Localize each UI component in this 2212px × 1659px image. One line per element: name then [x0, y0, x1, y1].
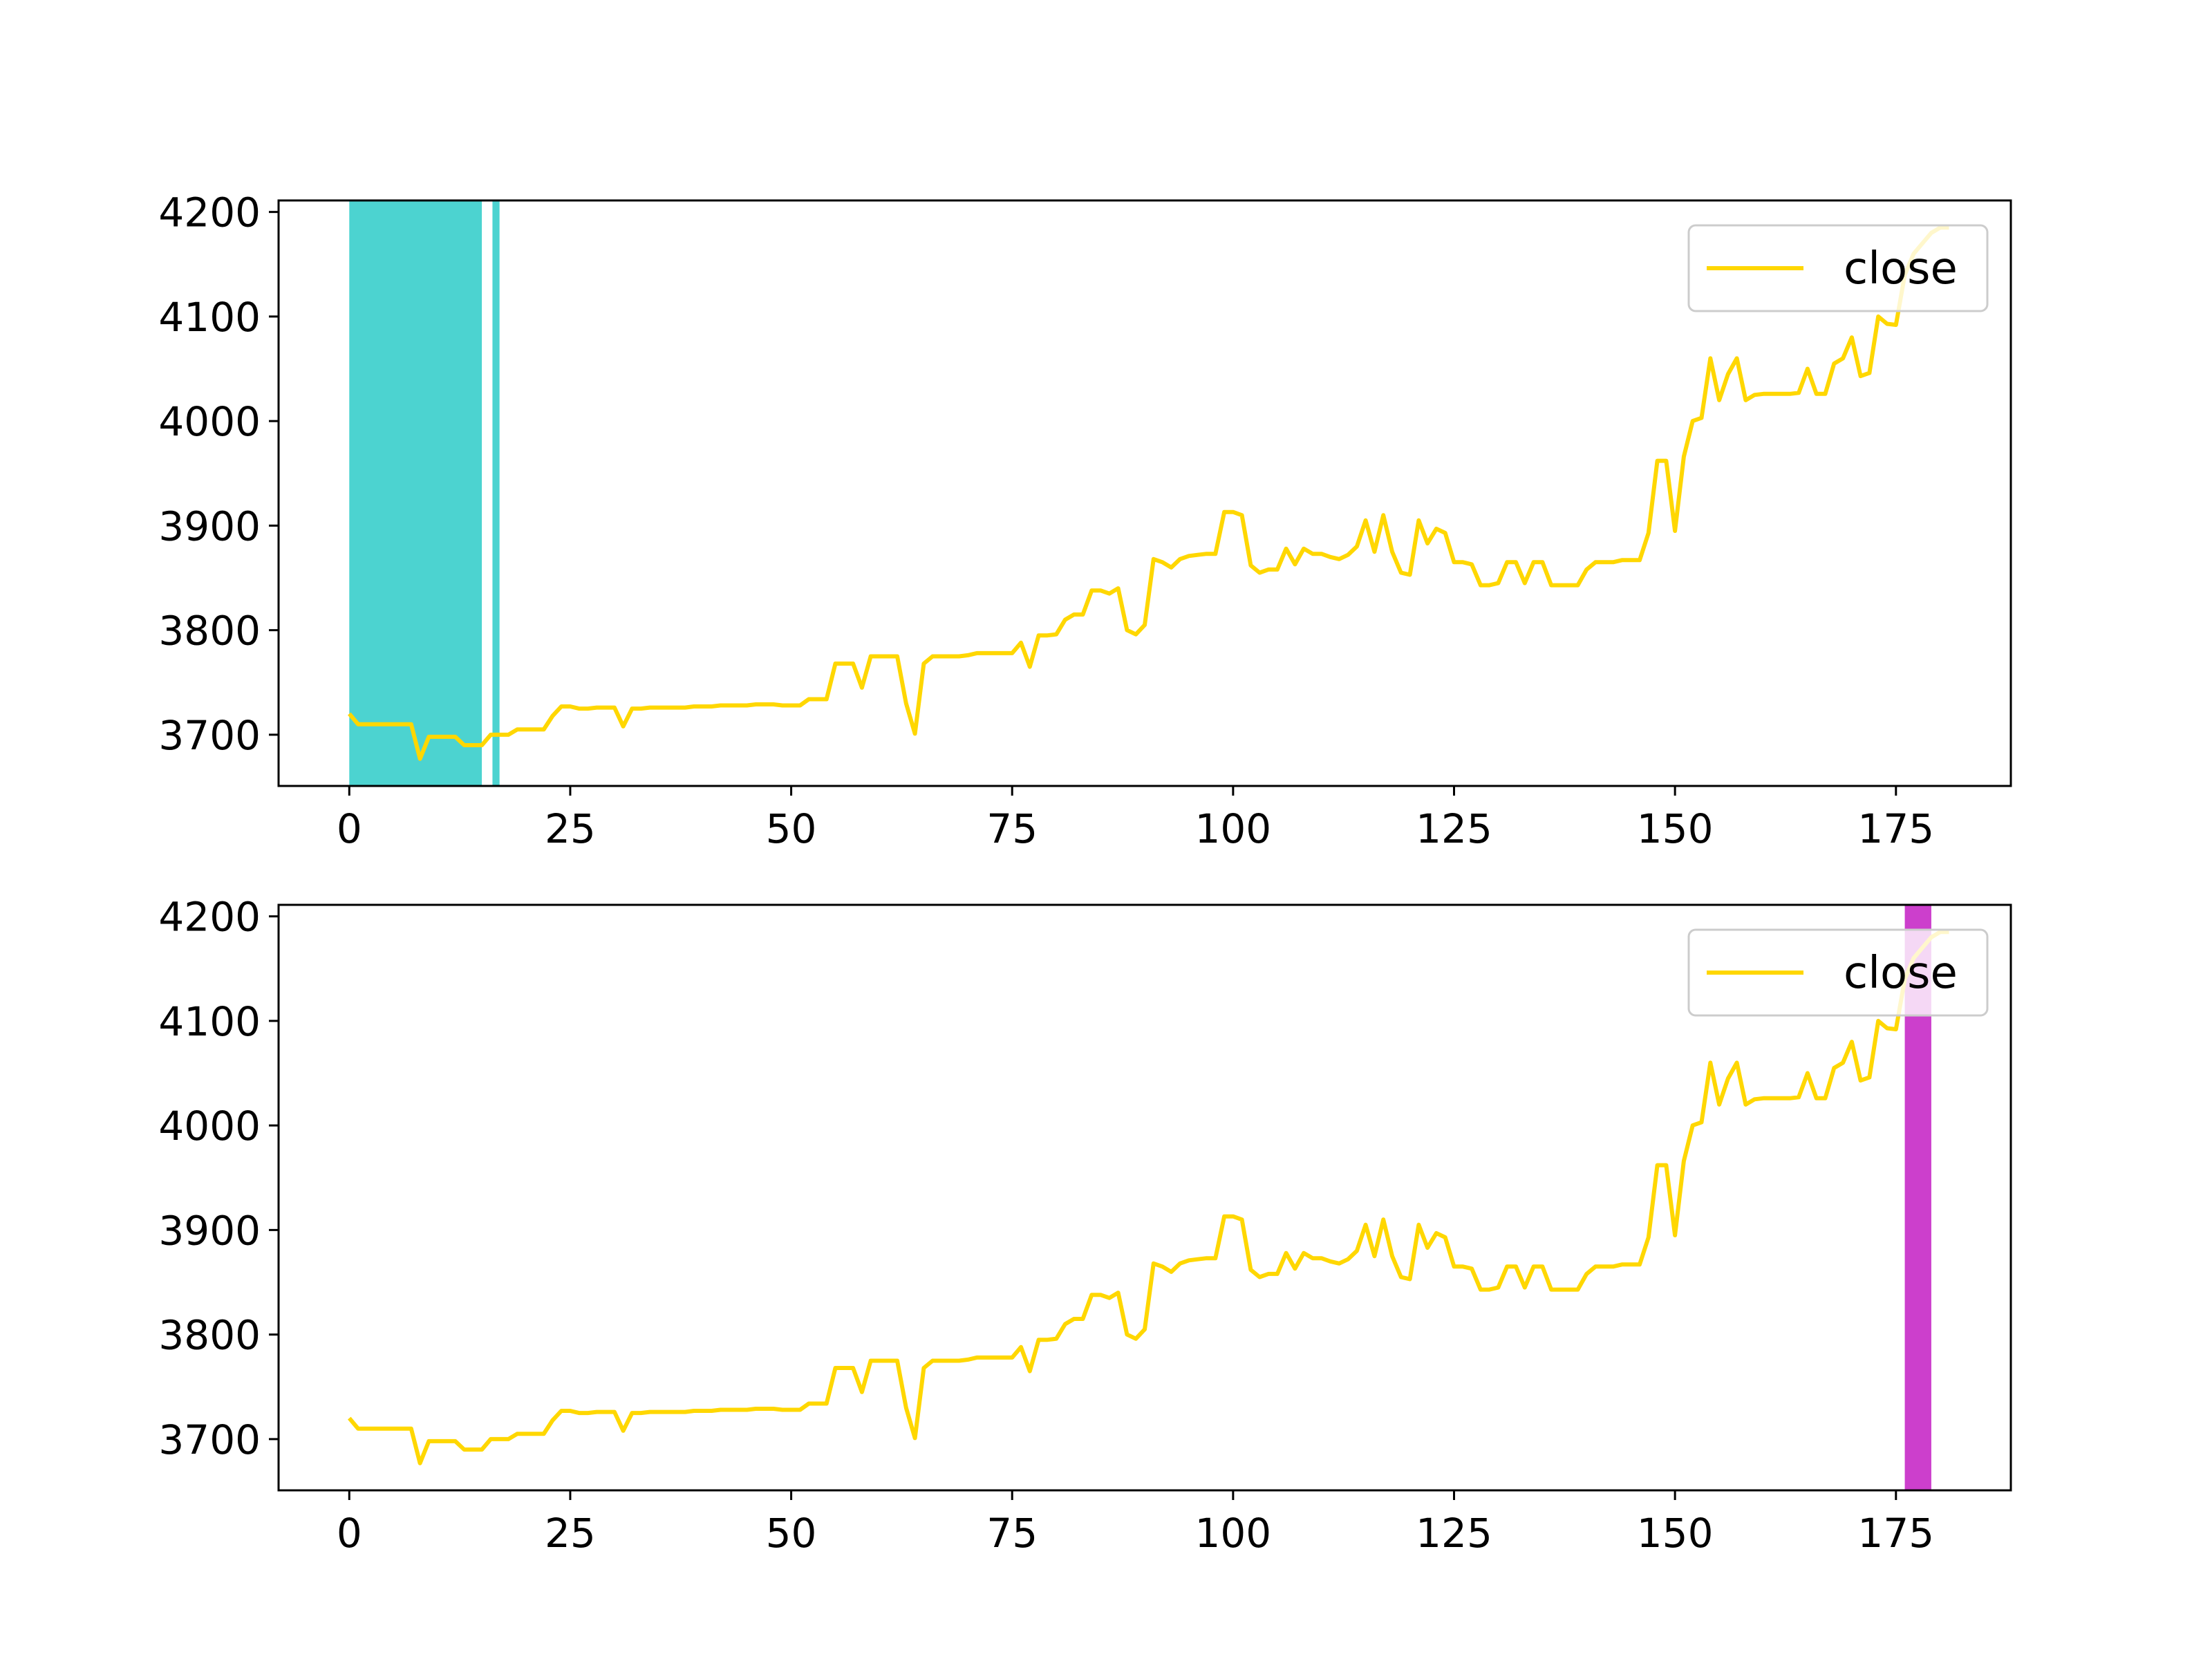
y-tick-label: 4100: [158, 294, 261, 341]
x-tick-label: 0: [337, 805, 362, 852]
x-tick-label: 100: [1194, 805, 1271, 852]
y-tick-label: 3800: [158, 1312, 261, 1359]
y-tick-label: 4200: [158, 189, 261, 236]
y-tick-label: 4000: [158, 398, 261, 445]
bottom-chart-panel: 0 25 50 75 100 125 150 175 3700 3800 3900 4000 4100 4…: [158, 894, 2012, 1557]
y-tick-label: 4000: [158, 1103, 261, 1150]
legend-label: close: [1844, 948, 1958, 999]
x-tick-label: 0: [337, 1510, 362, 1557]
close-series-line: [348, 930, 1949, 1465]
y-tick-label: 3900: [158, 503, 261, 550]
x-tick-label: 175: [1857, 1510, 1934, 1557]
x-tick-label: 125: [1416, 1510, 1492, 1557]
x-tick-label: 150: [1637, 1510, 1714, 1557]
legend-label: close: [1844, 243, 1958, 294]
y-tick-label: 4200: [158, 894, 261, 941]
x-tick-label: 50: [766, 805, 817, 852]
y-tick-label: 3700: [158, 1416, 261, 1463]
x-tick-label: 100: [1194, 1510, 1271, 1557]
top-chart-panel: 0 25 50 75 100 125 150 175 3700 3800 3900 4000 4100 4…: [158, 189, 2012, 852]
x-tick-label: 175: [1857, 805, 1934, 852]
x-tick-label: 150: [1637, 805, 1714, 852]
x-tick-label: 75: [986, 1510, 1038, 1557]
x-tick-label: 25: [545, 805, 596, 852]
highlight-band: [349, 200, 482, 786]
y-tick-label: 4100: [158, 998, 261, 1045]
axes-frame: [277, 199, 2012, 787]
legend-box: [1687, 928, 1989, 1017]
x-tick-label: 25: [545, 1510, 596, 1557]
x-tick-label: 125: [1416, 805, 1492, 852]
close-series-line: [348, 225, 1949, 761]
legend: close: [1687, 928, 1989, 1017]
y-tick-label: 3900: [158, 1207, 261, 1254]
x-tick-label: 50: [766, 1510, 817, 1557]
y-tick-label: 3800: [158, 608, 261, 655]
legend: close: [1687, 224, 1989, 312]
x-tick-label: 75: [986, 805, 1038, 852]
y-tick-label: 3700: [158, 712, 261, 759]
legend-box: [1687, 224, 1989, 312]
axes-frame: [277, 903, 2012, 1492]
highlight-band: [492, 200, 500, 786]
